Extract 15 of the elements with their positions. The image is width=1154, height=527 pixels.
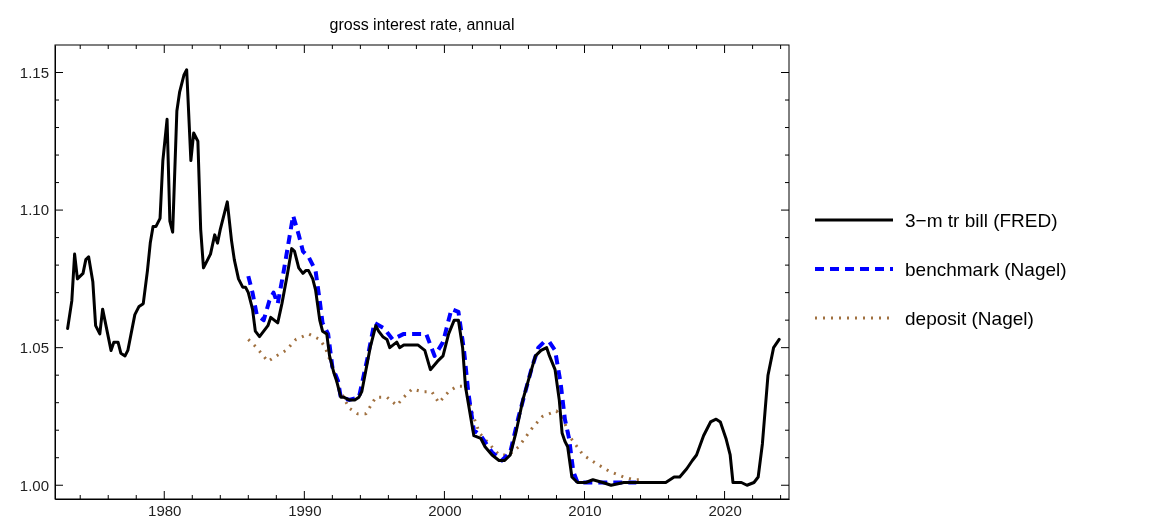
x-tick-label: 2020 bbox=[708, 501, 742, 519]
line-series bbox=[66, 68, 781, 487]
legend-label: 3−m tr bill (FRED) bbox=[905, 209, 1058, 231]
y-tick-label: 1.15 bbox=[19, 63, 49, 81]
y-tick-label: 1.10 bbox=[19, 201, 49, 219]
y-tick-label: 1.00 bbox=[19, 476, 49, 494]
x-tick-label: 2000 bbox=[428, 501, 462, 519]
chart-title: gross interest rate, annual bbox=[329, 16, 515, 33]
x-tick-label: 1990 bbox=[288, 501, 322, 519]
legend-label: deposit (Nagel) bbox=[905, 307, 1034, 329]
x-tick-label: 1980 bbox=[148, 501, 182, 519]
line-series bbox=[246, 213, 639, 485]
legend-label: benchmark (Nagel) bbox=[905, 258, 1067, 280]
y-tick-label: 1.05 bbox=[19, 338, 49, 356]
x-tick-label: 2010 bbox=[568, 501, 602, 519]
